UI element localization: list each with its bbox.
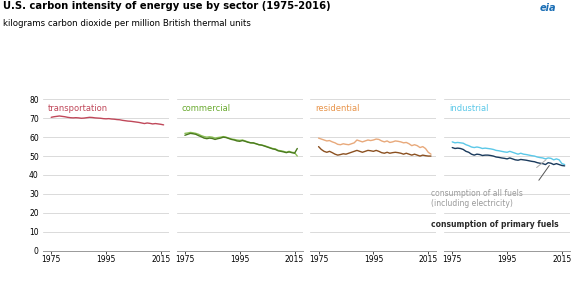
Text: industrial: industrial	[449, 104, 489, 113]
Text: commercial: commercial	[182, 104, 231, 113]
Text: consumption of primary fuels: consumption of primary fuels	[431, 220, 558, 229]
Text: consumption of all fuels
(including electricity): consumption of all fuels (including elec…	[431, 189, 523, 208]
Text: residential: residential	[315, 104, 360, 113]
Text: transportation: transportation	[48, 104, 108, 113]
Text: eia: eia	[539, 3, 556, 13]
Text: kilograms carbon dioxide per million British thermal units: kilograms carbon dioxide per million Bri…	[3, 19, 251, 28]
Text: U.S. carbon intensity of energy use by sector (1975-2016): U.S. carbon intensity of energy use by s…	[3, 1, 331, 12]
